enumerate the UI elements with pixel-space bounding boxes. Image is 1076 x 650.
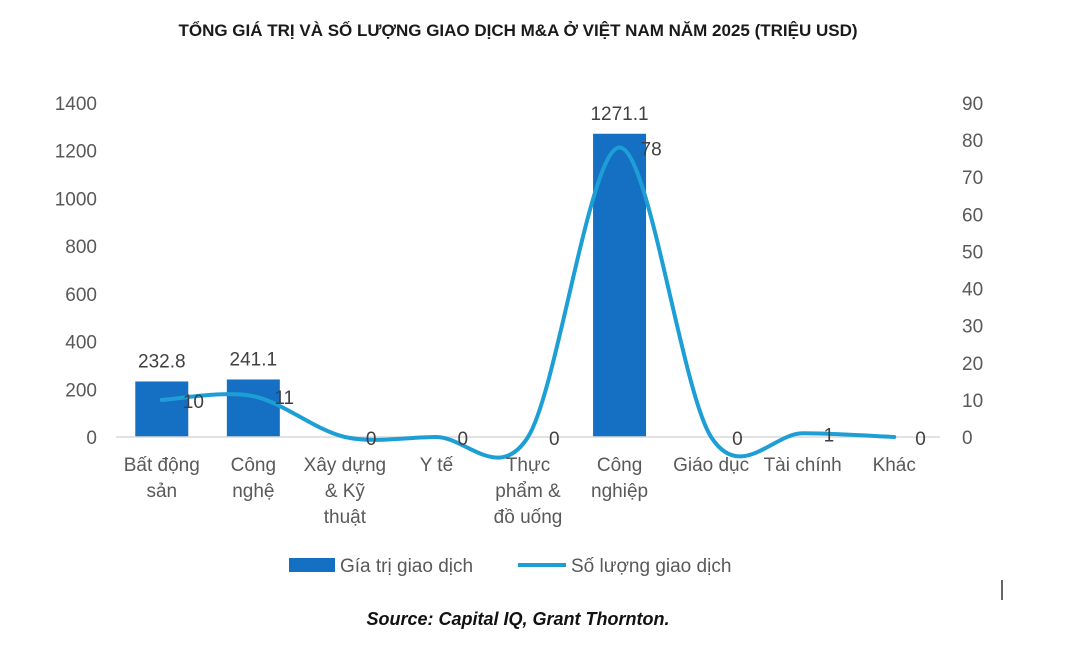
line-data-label: 0 (549, 429, 560, 450)
bar-data-label: 1271.1 (590, 104, 648, 125)
x-category-label: Khác (873, 455, 916, 476)
bar-data-label: 232.8 (138, 351, 186, 372)
y-left-tick-label: 200 (65, 380, 97, 401)
line-data-label: 0 (915, 429, 926, 450)
x-category-label: Công (597, 455, 642, 476)
x-category-label: thuật (324, 507, 367, 528)
chart-title: TỔNG GIÁ TRỊ VÀ SỐ LƯỢNG GIAO DỊCH M&A Ở… (178, 20, 857, 40)
y-right-tick-label: 10 (962, 391, 983, 412)
legend: Gía trị giao dịch Số lượng giao dịch (289, 556, 731, 577)
y-left-tick-label: 1400 (55, 94, 97, 115)
x-category-label: nghiệp (591, 481, 648, 502)
x-category-label: phẩm & (495, 481, 561, 502)
y-left-tick-label: 0 (86, 428, 97, 449)
y-right-tick-label: 30 (962, 317, 983, 338)
line-data-label: 0 (457, 429, 468, 450)
y-left-tick-label: 1000 (55, 189, 97, 210)
x-category-label: Xây dựng (304, 455, 386, 476)
x-category-label: Giáo dục (673, 455, 749, 476)
line-data-label: 78 (641, 140, 662, 161)
x-category-label: Bất động (124, 455, 200, 476)
y-left-tick-label: 400 (65, 333, 97, 354)
legend-label-line: Số lượng giao dịch (571, 556, 731, 577)
source-note: Source: Capital IQ, Grant Thornton. (366, 609, 669, 629)
legend-label-bar: Gía trị giao dịch (340, 556, 473, 577)
line-series (159, 145, 897, 460)
y-left-tick-label: 800 (65, 237, 97, 258)
y-right-tick-label: 70 (962, 168, 983, 189)
bar (226, 379, 280, 437)
x-category-label: đồ uống (494, 507, 563, 528)
plot-area: 0200400600800100012001400010203040506070… (55, 94, 983, 528)
y-right-tick-label: 80 (962, 131, 983, 152)
bar (593, 133, 647, 437)
bar (135, 381, 189, 437)
y-right-tick-label: 90 (962, 94, 983, 115)
x-category-label: sản (146, 481, 177, 502)
y-right-tick-label: 40 (962, 280, 983, 301)
x-category-label: Y tế (420, 455, 454, 476)
y-right-tick-label: 0 (962, 428, 973, 449)
y-right-tick-label: 60 (962, 205, 983, 226)
line-data-label: 1 (824, 425, 835, 446)
line-data-label: 0 (366, 429, 377, 450)
x-category-label: Thực (506, 455, 550, 476)
bar-data-label: 241.1 (230, 349, 278, 370)
legend-swatch-bar (289, 558, 335, 572)
x-category-label: nghệ (232, 481, 274, 502)
y-right-tick-label: 50 (962, 242, 983, 263)
y-right-tick-label: 20 (962, 354, 983, 375)
x-category-label: Tài chính (764, 455, 842, 476)
y-left-tick-label: 1200 (55, 142, 97, 163)
y-left-tick-label: 600 (65, 285, 97, 306)
x-category-label: Công (231, 455, 276, 476)
line-data-label: 10 (183, 392, 204, 413)
x-category-label: & Kỹ (325, 481, 366, 502)
line-data-label: 0 (732, 429, 743, 450)
line-data-label: 11 (274, 388, 294, 409)
